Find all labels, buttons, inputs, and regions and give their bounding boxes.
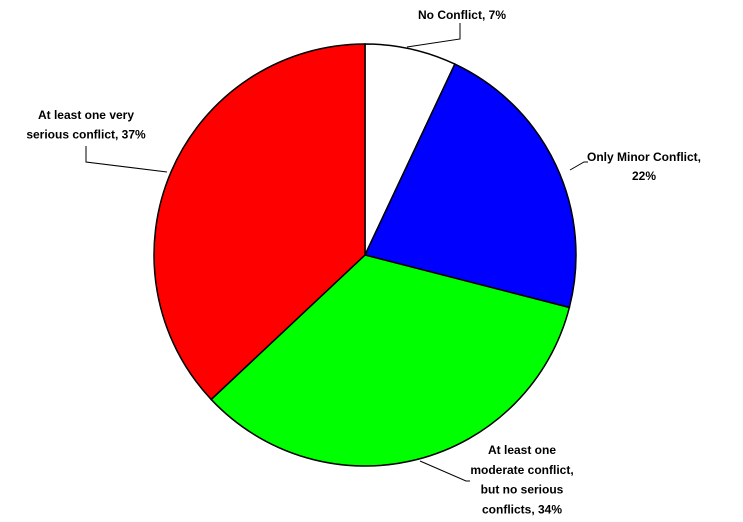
leader-line	[406, 23, 461, 48]
slice-label: At least one very	[38, 108, 134, 122]
leader-line	[419, 460, 470, 482]
pie-slice	[153, 43, 366, 401]
slice-label: No Conflict, 7%	[418, 8, 506, 22]
slice-label: moderate conflict,	[470, 463, 573, 477]
pie-slice	[363, 63, 577, 309]
pie-slice	[210, 254, 571, 467]
slice-label: but no serious	[481, 483, 564, 497]
slice-label: 22%	[632, 169, 656, 183]
leader-line	[569, 161, 588, 171]
slice-label: conflicts, 34%	[482, 502, 562, 516]
slice-label: Only Minor Conflict,	[587, 150, 701, 164]
slice-label: serious conflict, 37%	[26, 128, 146, 142]
leader-line	[85, 146, 168, 173]
slice-label: At least one	[488, 443, 556, 457]
